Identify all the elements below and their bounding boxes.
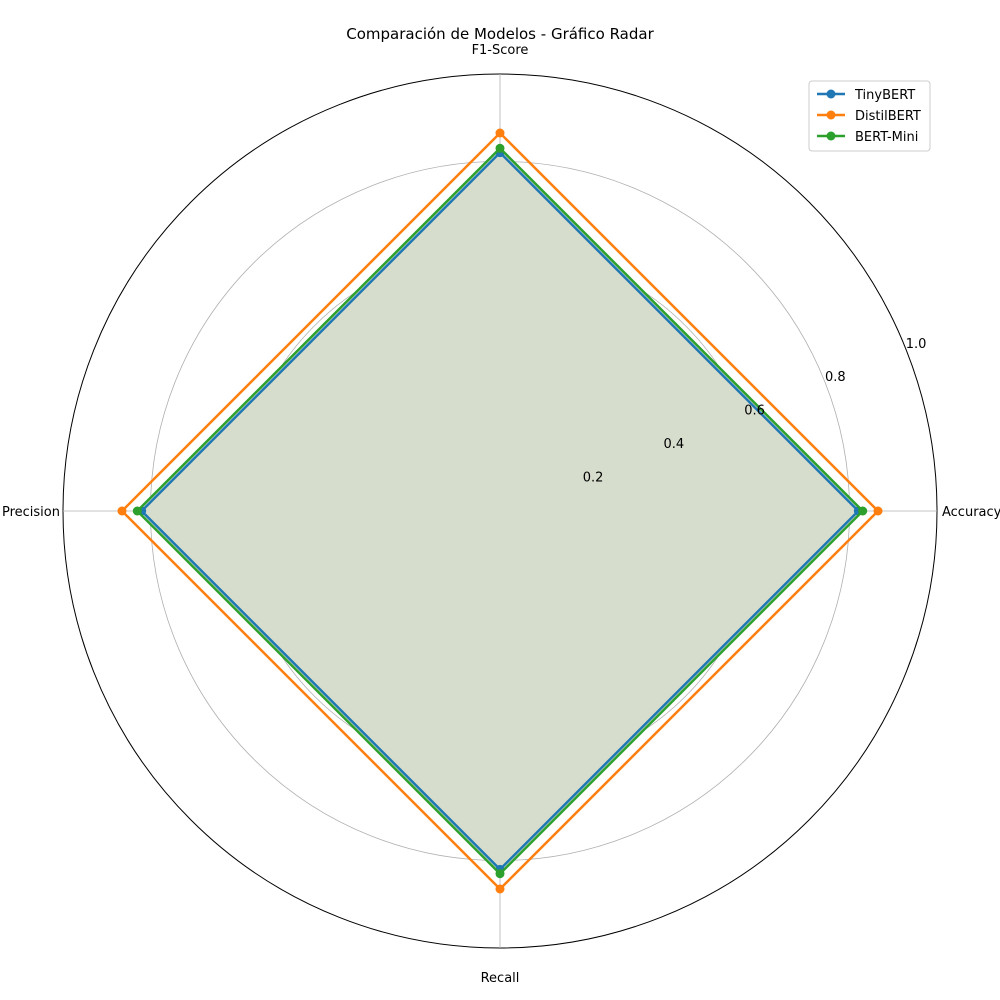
legend-item-distilbert: DistilBERT (817, 109, 921, 124)
rtick-label-3: 0.8 (825, 370, 846, 385)
legend-marker (826, 110, 836, 120)
point-bert-mini-precision (132, 506, 142, 516)
point-distilbert-recall (495, 884, 505, 894)
radial-tick-labels: 0.2 0.4 0.6 0.8 1.0 (583, 337, 927, 486)
legend-label: BERT-Mini (855, 130, 918, 145)
point-distilbert-accuracy (873, 506, 883, 516)
axis-label-accuracy: Accuracy (942, 505, 1000, 520)
chart-title: Comparación de Modelos - Gráfico Radar (346, 25, 654, 43)
point-distilbert-f1-score (495, 128, 505, 138)
legend-marker (826, 89, 836, 99)
fill-layer (137, 148, 863, 874)
axis-labels: Accuracy F1-Score Precision Recall (2, 43, 1000, 986)
point-bert-mini-recall (495, 869, 505, 879)
series-layer (117, 128, 883, 894)
legend-item-bert-mini: BERT-Mini (817, 130, 918, 145)
axis-label-precision: Precision (2, 505, 60, 520)
rtick-label-1: 0.4 (663, 437, 684, 452)
rtick-label-0: 0.2 (583, 471, 604, 486)
rtick-label-4: 1.0 (906, 337, 927, 352)
point-bert-mini-f1-score (495, 143, 505, 153)
legend: TinyBERT DistilBERT BERT-Mini (808, 80, 931, 152)
axis-label-f1-score: F1-Score (472, 43, 529, 58)
series-distilbert (117, 128, 883, 894)
legend-box (808, 80, 931, 152)
legend-label: DistilBERT (855, 109, 921, 124)
series-bert-mini (132, 143, 868, 879)
series-fill-bert-mini (137, 148, 863, 874)
point-distilbert-precision (117, 506, 127, 516)
point-bert-mini-accuracy (858, 506, 868, 516)
legend-label: TinyBERT (854, 88, 915, 103)
legend-item-tinybert: TinyBERT (817, 88, 915, 103)
rtick-label-2: 0.6 (744, 404, 765, 419)
legend-marker (826, 131, 836, 141)
axis-label-recall: Recall (481, 971, 520, 986)
